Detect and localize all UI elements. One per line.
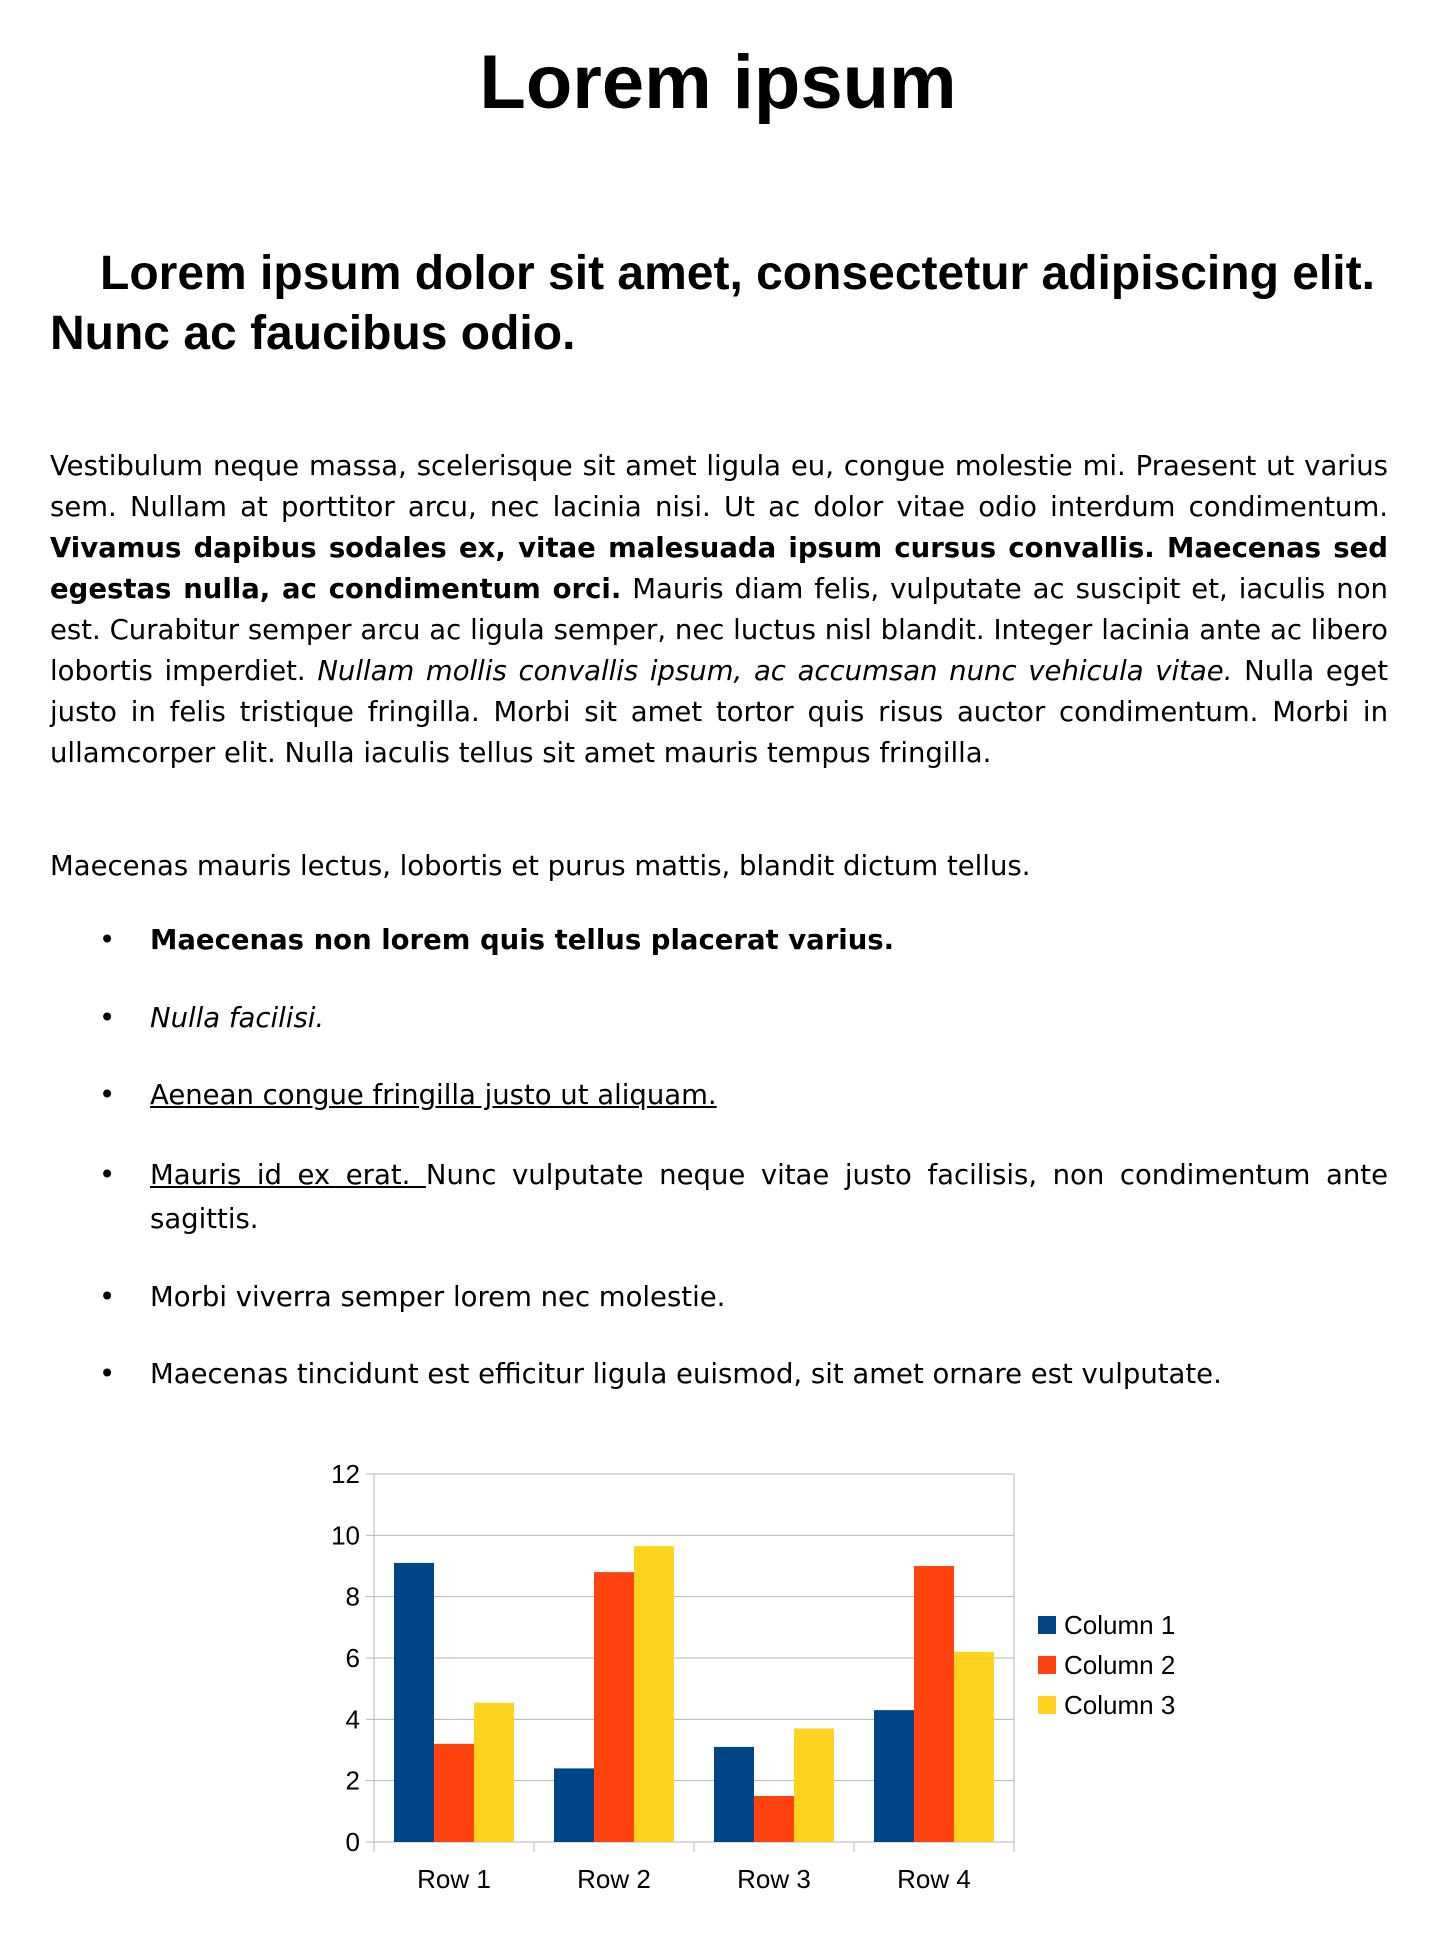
list-item: • Morbi viverra semper lorem nec molestie… <box>50 1275 1388 1319</box>
legend-label: Column 2 <box>1064 1650 1175 1680</box>
bar <box>634 1546 674 1842</box>
list-item-text: Nunc vulputate neque vitae justo facilis… <box>150 1159 1388 1235</box>
list-item-text: Maecenas tincidunt est efficitur ligula … <box>150 1358 1222 1390</box>
y-tick-label: 2 <box>346 1766 360 1796</box>
body-paragraph-1: Vestibulum neque massa, scelerisque sit … <box>50 446 1388 774</box>
bar <box>874 1710 914 1842</box>
bullet-icon: • <box>99 924 116 956</box>
y-tick-label: 8 <box>346 1582 360 1612</box>
y-tick-label: 12 <box>331 1459 360 1489</box>
list-item-underlined-text: Mauris id ex erat. <box>150 1159 426 1191</box>
list-item: • Maecenas tincidunt est efficitur ligula… <box>50 1352 1388 1396</box>
y-tick-label: 4 <box>346 1704 360 1734</box>
list-item-text: Maecenas non lorem quis tellus placerat … <box>150 924 895 956</box>
bar <box>394 1562 434 1842</box>
bullet-icon: • <box>99 1358 116 1390</box>
x-tick-label: Row 4 <box>897 1864 971 1894</box>
bullet-icon: • <box>99 1002 116 1034</box>
para1-text-run-2: Mauris diam felis, vulputate ac suscipit… <box>50 573 1388 687</box>
bar <box>754 1796 794 1842</box>
legend-swatch <box>1038 1656 1056 1674</box>
list-item-text: Aenean congue fringilla justo ut aliquam… <box>150 1079 717 1111</box>
para1-bold-text: Vivamus dapibus sodales ex, vitae malesu… <box>50 532 1388 605</box>
page-title: Lorem ipsum <box>479 40 957 125</box>
bar <box>914 1566 954 1842</box>
bar <box>594 1572 634 1842</box>
list-item: • Mauris id ex erat. Nunc vulputate neque… <box>50 1153 1388 1241</box>
para1-text-run-3: Nulla eget justo in felis tristique frin… <box>50 655 1389 769</box>
bar <box>714 1746 754 1842</box>
bar <box>434 1743 474 1842</box>
list-item: • Nulla facilisi. <box>50 996 1388 1040</box>
bullet-icon: • <box>99 1281 116 1313</box>
bullet-icon: • <box>99 1159 116 1191</box>
y-tick-label: 10 <box>331 1520 360 1550</box>
list-item: • Maecenas non lorem quis tellus placerat… <box>50 918 1388 962</box>
legend-swatch <box>1038 1616 1056 1634</box>
body-paragraph-2: Maecenas mauris lectus, lobortis et puru… <box>50 850 1031 882</box>
bar <box>474 1702 514 1842</box>
bar <box>954 1651 994 1842</box>
list-item-text: Morbi viverra semper lorem nec molestie. <box>150 1281 726 1313</box>
x-tick-label: Row 1 <box>417 1864 491 1894</box>
legend-label: Column 1 <box>1064 1610 1175 1640</box>
bar <box>554 1768 594 1842</box>
x-tick-label: Row 2 <box>577 1864 651 1894</box>
bar <box>794 1728 834 1842</box>
para1-italic-text: Nullam mollis convallis ipsum, ac accums… <box>317 655 1233 687</box>
list-item-text: Nulla facilisi. <box>150 1002 325 1034</box>
y-tick-label: 6 <box>346 1643 360 1673</box>
bar-chart: 0 2 4 6 8 10 12 Row 1 Row 2 Row 3 Row 4 Column 1 Col… <box>331 1459 1175 1894</box>
y-tick-label: 0 <box>346 1827 360 1857</box>
list-item: • Aenean congue fringilla justo ut aliqua… <box>50 1073 1388 1117</box>
para1-text-run-1: Vestibulum neque massa, scelerisque sit … <box>50 450 1388 523</box>
legend-swatch <box>1038 1696 1056 1714</box>
subtitle-heading: Lorem ipsum dolor sit amet, consectetur … <box>50 247 1375 360</box>
legend-label: Column 3 <box>1064 1690 1175 1720</box>
bullet-icon: • <box>99 1079 116 1111</box>
x-tick-label: Row 3 <box>737 1864 811 1894</box>
